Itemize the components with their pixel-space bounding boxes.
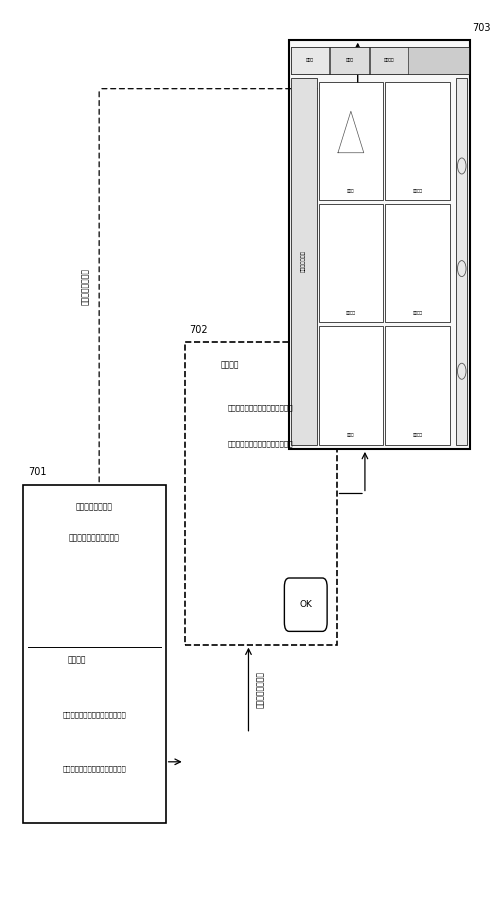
- Bar: [385, 326, 450, 445]
- Bar: [291, 47, 329, 74]
- Text: 連絡事項: 連絡事項: [221, 360, 240, 369]
- Bar: [318, 326, 383, 445]
- FancyBboxPatch shape: [284, 578, 327, 631]
- Text: クラウド: クラウド: [412, 434, 423, 437]
- Text: 操作パネル消灯中: 操作パネル消灯中: [255, 671, 264, 708]
- Text: 操作パネル点灯中: 操作パネル点灯中: [81, 269, 90, 305]
- Text: このコピー機は使用できません。: このコピー機は使用できません。: [62, 765, 126, 771]
- Bar: [456, 78, 467, 445]
- Text: プリント: プリント: [346, 312, 356, 315]
- Bar: [318, 82, 383, 200]
- Text: アプリ: アプリ: [347, 434, 355, 437]
- Text: スキャン: スキャン: [384, 58, 394, 62]
- Text: フォト: フォト: [306, 58, 314, 62]
- Text: コピー: コピー: [347, 189, 355, 193]
- Text: カードをかざして: カードをかざして: [76, 502, 113, 511]
- Text: ログインしてください。: ログインしてください。: [69, 533, 120, 542]
- Bar: [385, 82, 450, 200]
- Bar: [370, 47, 408, 74]
- Text: メインメニュー: メインメニュー: [301, 251, 306, 272]
- Text: OK: OK: [299, 600, 312, 609]
- Text: コピー: コピー: [346, 58, 353, 62]
- Bar: [330, 47, 369, 74]
- Text: 連絡事項: 連絡事項: [68, 656, 87, 665]
- Bar: [385, 204, 450, 322]
- Text: 703: 703: [472, 22, 491, 32]
- Bar: [289, 40, 470, 449]
- Text: 701: 701: [28, 468, 47, 478]
- Bar: [23, 485, 166, 823]
- Bar: [291, 47, 469, 74]
- Text: 702: 702: [189, 325, 208, 335]
- Text: ファクス: ファクス: [412, 189, 423, 193]
- Text: このコピー機は使用できません。: このコピー機は使用できません。: [228, 440, 294, 446]
- Text: 本日、点検のため１５：００より: 本日、点検のため１５：００より: [62, 711, 126, 718]
- Bar: [185, 342, 337, 645]
- Text: 本日、点検のため１５：００より: 本日、点検のため１５：００より: [228, 404, 294, 411]
- Text: スキャン: スキャン: [412, 312, 423, 315]
- Bar: [291, 78, 316, 445]
- Bar: [318, 204, 383, 322]
